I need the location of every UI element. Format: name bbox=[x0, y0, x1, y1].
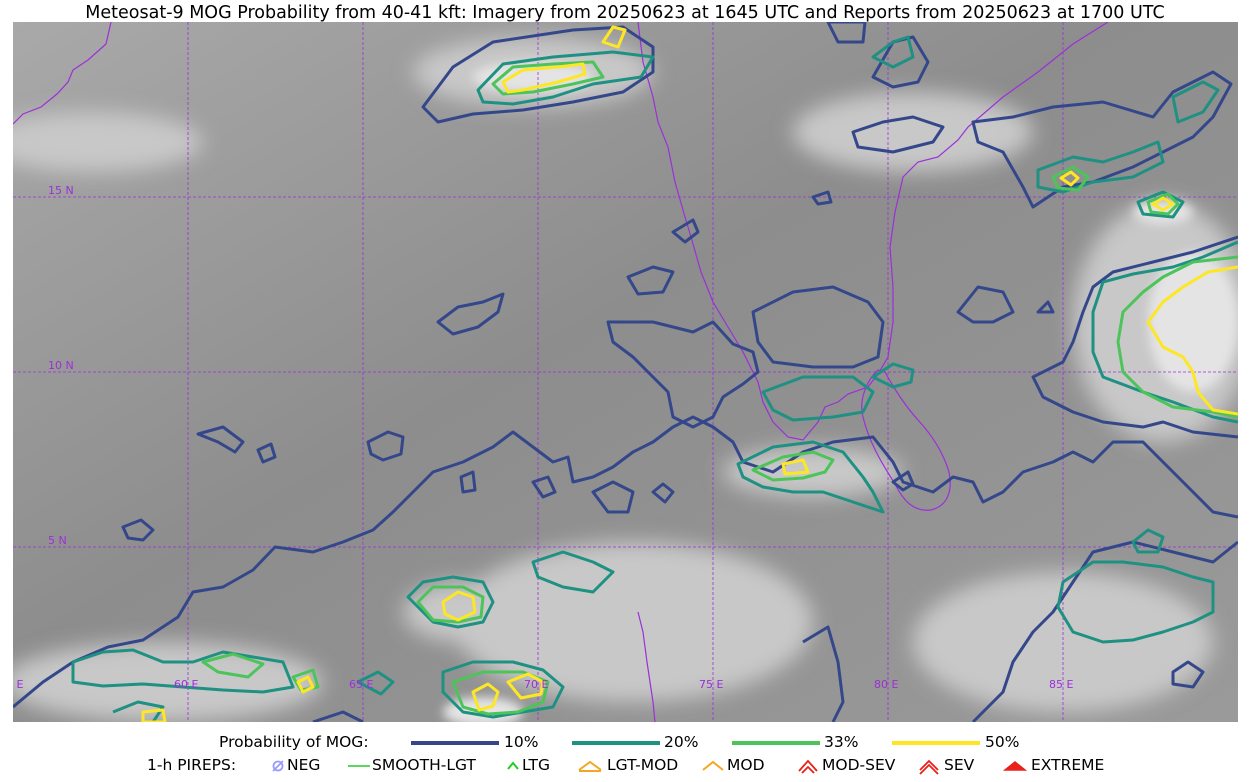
mog-probability-contours bbox=[13, 22, 1238, 722]
sev-icon bbox=[919, 759, 939, 775]
contour-50pct bbox=[141, 25, 1238, 722]
contour-33pct bbox=[201, 60, 1238, 716]
smooth-lgt-icon bbox=[348, 765, 370, 767]
pirep-mod-sev-label: MOD-SEV bbox=[822, 756, 896, 774]
ltg-icon bbox=[507, 761, 519, 770]
legend-label-33pct: 33% bbox=[824, 733, 859, 751]
lgt-mod-icon bbox=[578, 760, 602, 772]
lon-label-70e: 70 E bbox=[524, 678, 548, 691]
legend-swatch-20pct bbox=[572, 741, 660, 745]
pirep-extreme-label: EXTREME bbox=[1031, 756, 1105, 774]
lon-label-60e: 60 E bbox=[174, 678, 198, 691]
contour-10pct bbox=[13, 22, 1238, 722]
pirep-lgt-mod-label: LGT-MOD bbox=[607, 756, 679, 774]
graticule bbox=[13, 22, 1238, 722]
lon-label-75e: 75 E bbox=[699, 678, 723, 691]
lon-label-85e: 85 E bbox=[1049, 678, 1073, 691]
pirep-ltg-label: LTG bbox=[522, 756, 550, 774]
coastline bbox=[13, 22, 1109, 722]
pirep-mod-label: MOD bbox=[727, 756, 765, 774]
longitude-labels: 55 E 60 E 65 E 70 E 75 E 80 E 85 E bbox=[13, 678, 1073, 691]
pirep-legend-label: 1-h PIREPS: bbox=[147, 756, 237, 774]
legend-swatch-10pct bbox=[411, 741, 499, 745]
legend-label-20pct: 20% bbox=[664, 733, 699, 751]
lon-label-55e: 55 E bbox=[13, 678, 23, 691]
pirep-sev-label: SEV bbox=[944, 756, 975, 774]
satellite-map: 15 N 10 N 5 N 55 E 60 E 65 E 70 E 75 E 8… bbox=[13, 22, 1238, 722]
neg-icon bbox=[272, 760, 284, 772]
legend-swatch-33pct bbox=[732, 741, 820, 745]
mod-sev-icon bbox=[798, 759, 818, 774]
lat-label-10n: 10 N bbox=[48, 359, 74, 372]
legend-swatch-50pct bbox=[892, 741, 980, 745]
lon-label-65e: 65 E bbox=[349, 678, 373, 691]
pirep-smooth-lgt-label: SMOOTH-LGT bbox=[372, 756, 476, 774]
map-title: Meteosat-9 MOG Probability from 40-41 kf… bbox=[85, 3, 1165, 23]
extreme-icon bbox=[1003, 761, 1027, 771]
probability-legend-label: Probability of MOG: bbox=[219, 733, 369, 751]
contour-20pct bbox=[71, 35, 1238, 722]
legend-label-10pct: 10% bbox=[504, 733, 539, 751]
latitude-labels: 15 N 10 N 5 N bbox=[48, 184, 74, 547]
legend-label-50pct: 50% bbox=[985, 733, 1020, 751]
mod-icon bbox=[702, 760, 724, 771]
lat-label-15n: 15 N bbox=[48, 184, 74, 197]
lat-label-5n: 5 N bbox=[48, 534, 67, 547]
lon-label-80e: 80 E bbox=[874, 678, 898, 691]
pirep-neg-label: NEG bbox=[287, 756, 321, 774]
